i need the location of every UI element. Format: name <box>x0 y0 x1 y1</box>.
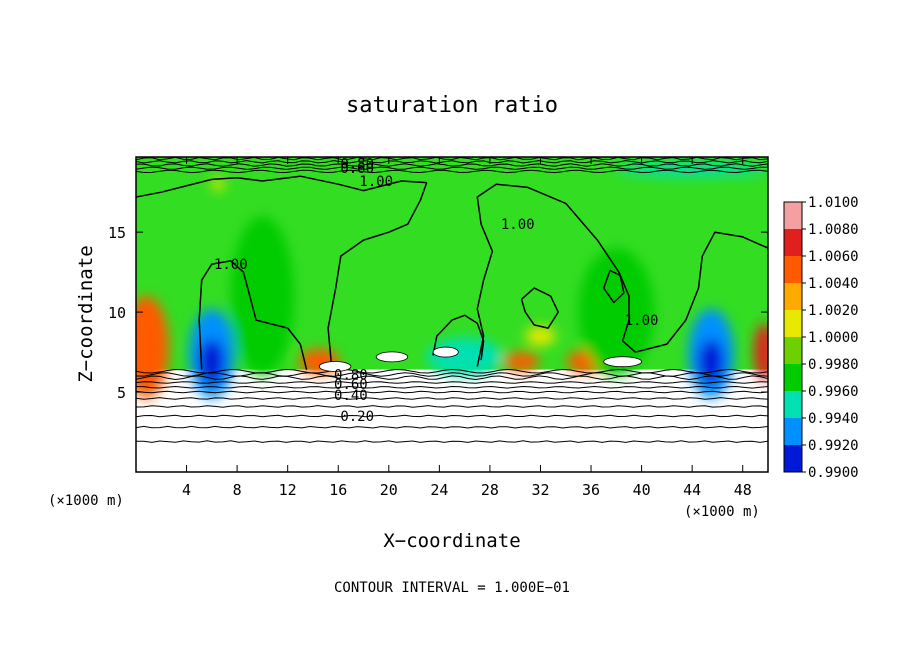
anomaly-15 <box>525 326 556 346</box>
x-tick-label-7: 32 <box>531 481 549 499</box>
contour-label-8: 0.40 <box>334 388 368 404</box>
contour-label-5: 1.00 <box>625 313 659 329</box>
colorbar-label-4: 1.0020 <box>808 303 859 319</box>
y-axis-label: Z−coordinate <box>75 245 97 382</box>
colorbar-swatch-6 <box>784 364 802 391</box>
colorbar-label-2: 1.0060 <box>808 249 859 265</box>
contour-1-00-3 <box>476 183 768 367</box>
plot-frame <box>135 156 769 473</box>
x-tick-label-11: 48 <box>734 481 752 499</box>
contour-upper-2 <box>136 163 768 167</box>
x-tick-label-4: 20 <box>380 481 398 499</box>
y-axis: 5 10 15 <box>108 224 768 402</box>
colorbar-swatch-5 <box>784 337 802 364</box>
chart-title: saturation ratio <box>346 93 558 118</box>
x-tick-label-10: 44 <box>683 481 701 499</box>
contour-upper-4 <box>136 157 768 161</box>
colorbar-swatch-7 <box>784 391 802 418</box>
contour-upper-3 <box>136 160 768 164</box>
contour-lines <box>136 157 768 443</box>
colorbar-label-1: 1.0080 <box>808 222 859 238</box>
contour-label-6: 0.80 <box>334 367 368 383</box>
contour-lower-5 <box>136 390 768 394</box>
x-tick-label-8: 36 <box>582 481 600 499</box>
contour-lower-3 <box>136 381 768 384</box>
x-unit-label-right: (×1000 m) <box>684 504 760 520</box>
contour-1-00-5 <box>520 287 559 329</box>
colorbar-swatch-9 <box>784 445 802 472</box>
anomaly-1 <box>199 339 225 385</box>
colorbar-label-5: 1.0000 <box>808 330 859 346</box>
contour-label-1: 0.60 <box>340 161 374 177</box>
contour-lower-10 <box>136 440 768 443</box>
contour-label-9: 0.20 <box>340 409 374 425</box>
contour-lower-4 <box>136 385 768 389</box>
contour-label-4: 1.00 <box>214 257 248 273</box>
contour-label-0: 0.80 <box>340 156 374 172</box>
colorbar-label-9: 0.9920 <box>808 438 859 454</box>
x-tick-label-6: 28 <box>481 481 499 499</box>
contour-label-7: 0.60 <box>334 377 368 393</box>
colorbar-label-6: 0.9980 <box>808 357 859 373</box>
contour-lower-6 <box>136 397 768 400</box>
anomaly-13 <box>616 163 768 177</box>
x-tick-label-0: 4 <box>182 481 191 499</box>
contour-1-00-0 <box>136 175 427 198</box>
x-axis: 4 8 12 16 20 24 28 32 36 40 44 48 <box>182 157 752 499</box>
colorbar: 1.0100 1.0080 1.0060 1.0040 1.0020 1.0000 0.99… <box>783 195 859 481</box>
contour-lower-8 <box>136 414 768 418</box>
anomaly-12 <box>578 248 655 377</box>
anomaly-8 <box>503 352 540 372</box>
x-tick-label-3: 16 <box>329 481 347 499</box>
colorbar-swatch-4 <box>784 310 802 337</box>
colorbar-swatch-1 <box>784 229 802 256</box>
y-tick-label-2: 15 <box>108 224 126 242</box>
cloud-gap-0 <box>318 361 352 372</box>
contour-lower-0 <box>136 368 768 374</box>
anomaly-14 <box>211 177 225 191</box>
contour-1-00-1 <box>198 260 308 370</box>
x-tick-label-1: 8 <box>233 481 242 499</box>
contour-interval-note: CONTOUR INTERVAL = 1.000E−01 <box>334 580 570 596</box>
y-tick-label-1: 10 <box>108 304 126 322</box>
contour-1-00-2 <box>327 182 428 370</box>
contour-label-2: 1.00 <box>359 174 393 190</box>
contour-upper-0 <box>136 169 768 174</box>
x-tick-label-2: 12 <box>279 481 297 499</box>
colorbar-swatch-3 <box>784 283 802 310</box>
colorbar-label-10: 0.9900 <box>808 465 859 481</box>
colorbar-label-0: 1.0100 <box>808 195 859 211</box>
colorbar-swatch-0 <box>784 202 802 229</box>
contour-labels: 0.800.601.001.001.001.000.800.600.400.20 <box>214 156 659 425</box>
cloud-gap-1 <box>375 351 409 363</box>
sub-cloud-region <box>136 369 768 472</box>
contour-lower-7 <box>136 405 768 408</box>
contour-1-00-6 <box>602 269 625 304</box>
x-axis-label: X−coordinate <box>383 530 520 552</box>
contour-label-3: 1.00 <box>501 217 535 233</box>
contour-lower-9 <box>136 425 768 429</box>
colorbar-label-8: 0.9940 <box>808 411 859 427</box>
colorbar-label-3: 1.0040 <box>808 276 859 292</box>
y-tick-label-0: 5 <box>117 384 126 402</box>
contour-lower-2 <box>136 375 768 381</box>
x-tick-label-9: 40 <box>633 481 651 499</box>
cloud-gap-2 <box>432 346 459 358</box>
colorbar-swatch-2 <box>784 256 802 283</box>
anomaly-11 <box>230 216 294 377</box>
contour-upper-1 <box>136 166 768 170</box>
anomaly-10 <box>426 337 503 377</box>
anomaly-6 <box>754 323 768 381</box>
colorbar-swatch-8 <box>784 418 802 445</box>
contour-1-00-4 <box>432 314 485 361</box>
x-unit-label-left: (×1000 m) <box>48 493 124 509</box>
colorbar-label-7: 0.9960 <box>808 384 859 400</box>
x-tick-label-5: 24 <box>430 481 448 499</box>
cloud-gap-3 <box>603 356 642 368</box>
plot-area: 0.800.601.001.001.001.000.800.600.400.20 <box>136 156 768 472</box>
